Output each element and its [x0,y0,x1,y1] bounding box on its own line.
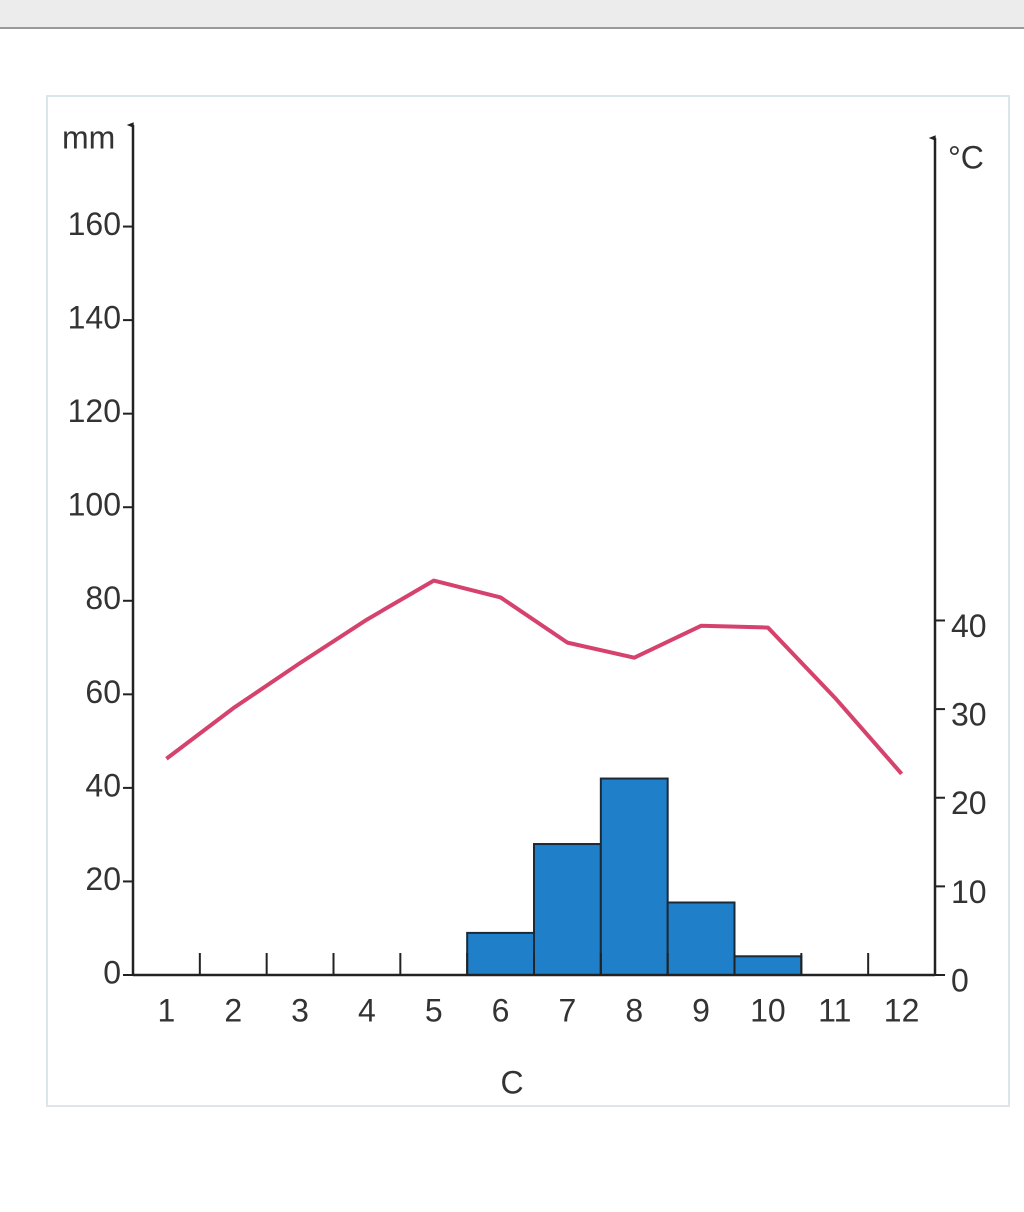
x-axis-label: C [500,1064,523,1100]
y2-tick-label: 20 [951,785,987,821]
y2-tick-label: 0 [951,962,969,998]
x-tick-label: 4 [358,992,376,1028]
y-tick-label: 80 [85,580,121,616]
y-axis-label: mm [62,119,115,155]
y-tick-label: 140 [68,300,121,336]
temperature-line [165,578,904,776]
y-tick-label: 0 [103,954,121,990]
x-tick-label: 10 [750,992,786,1028]
bar [666,901,736,976]
x-tick-label: 12 [884,992,920,1028]
y-tick-label: 40 [85,767,121,803]
y2-axis-label: °C [948,139,984,175]
y2-tick-label: 10 [951,874,987,910]
top-bar [0,0,1024,28]
chart-frame [46,95,1010,1107]
x-tick-label: 5 [425,992,443,1028]
bar [599,777,669,976]
bar [533,843,602,976]
y-tick-label: 60 [85,674,121,710]
x-tick-label: 11 [818,992,851,1028]
x-tick-label: 3 [291,992,309,1028]
x-tick-label: 8 [625,992,643,1028]
x-tick-label: 2 [224,992,242,1028]
x-tick-label: 6 [492,992,510,1028]
x-tick-label: 1 [158,992,176,1028]
y-tick-label: 120 [68,393,121,429]
x-tick-label: 9 [692,992,710,1028]
y-tick-label: 20 [85,861,121,897]
y2-tick-label: 30 [951,697,987,733]
y-tick-label: 100 [68,487,121,523]
x-tick-label: 7 [559,992,577,1028]
bar [733,955,803,976]
bar [466,931,535,977]
y-tick-label: 160 [68,206,121,242]
y2-tick-label: 40 [951,608,987,644]
